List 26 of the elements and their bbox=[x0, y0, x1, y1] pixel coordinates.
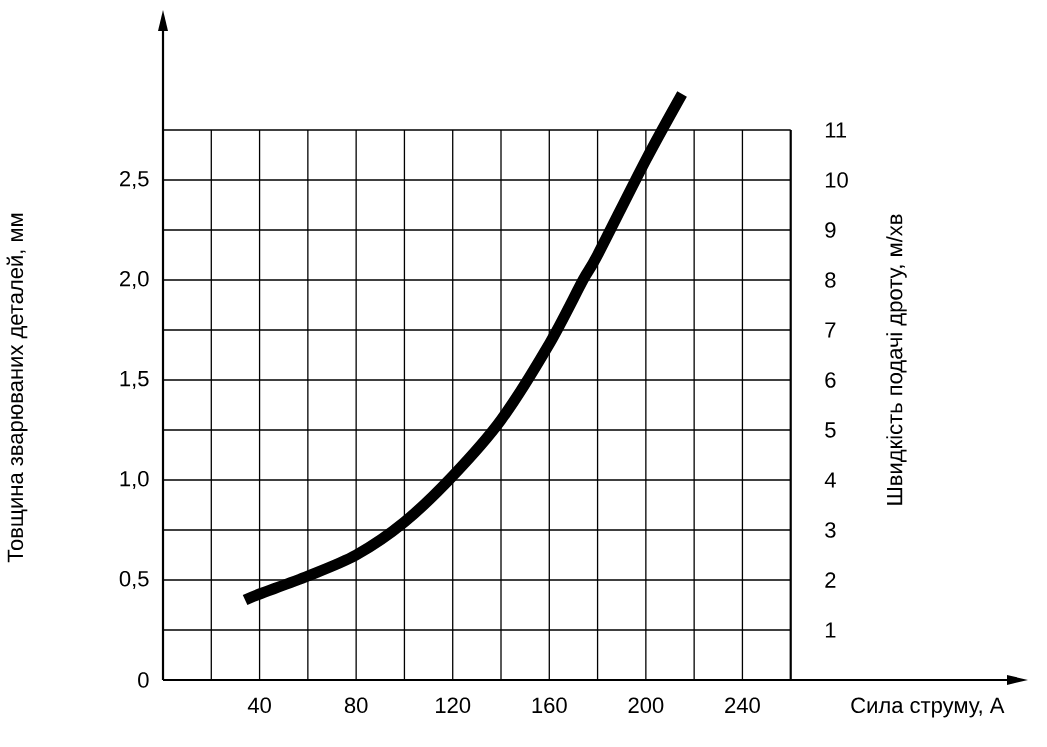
y2-tick-label: 7 bbox=[825, 322, 836, 338]
y-tick-label: 2,0 bbox=[120, 270, 149, 290]
y2-tick-label: 3 bbox=[825, 522, 836, 538]
y-tick-label: 1,5 bbox=[120, 371, 149, 389]
y2-tick-label: 2 bbox=[825, 572, 836, 588]
y-axis-title: Товщина зварюваних деталей, мм bbox=[6, 213, 28, 563]
x-axis-title: Сила струму, А bbox=[851, 697, 1005, 718]
y-tick-label: 0 bbox=[138, 672, 149, 688]
x-tick-label: 160 bbox=[532, 697, 567, 714]
y2-tick-label: 10 bbox=[825, 172, 848, 188]
y2-tick-label: 1 bbox=[825, 622, 836, 638]
y2-tick-label: 9 bbox=[825, 222, 836, 238]
y2-tick-label: 6 bbox=[825, 372, 836, 388]
y2-axis-title: Швидкість подачі дроту, м/хв bbox=[886, 214, 907, 505]
x-tick-label: 200 bbox=[628, 697, 664, 714]
x-tick-label: 80 bbox=[344, 697, 368, 714]
x-tick-label: 240 bbox=[725, 697, 760, 714]
y-tick-label: 0,5 bbox=[119, 570, 149, 590]
x-tick-label: 120 bbox=[436, 697, 471, 714]
y2-tick-label: 5 bbox=[825, 422, 836, 438]
y-tick-label: 2,5 bbox=[120, 170, 149, 190]
x-tick-label: 40 bbox=[247, 697, 271, 714]
y2-tick-label: 8 bbox=[825, 272, 836, 288]
y2-tick-label: 4 bbox=[824, 472, 836, 488]
y-tick-label: 1,0 bbox=[120, 470, 149, 490]
y2-tick-label: 11 bbox=[825, 122, 847, 138]
